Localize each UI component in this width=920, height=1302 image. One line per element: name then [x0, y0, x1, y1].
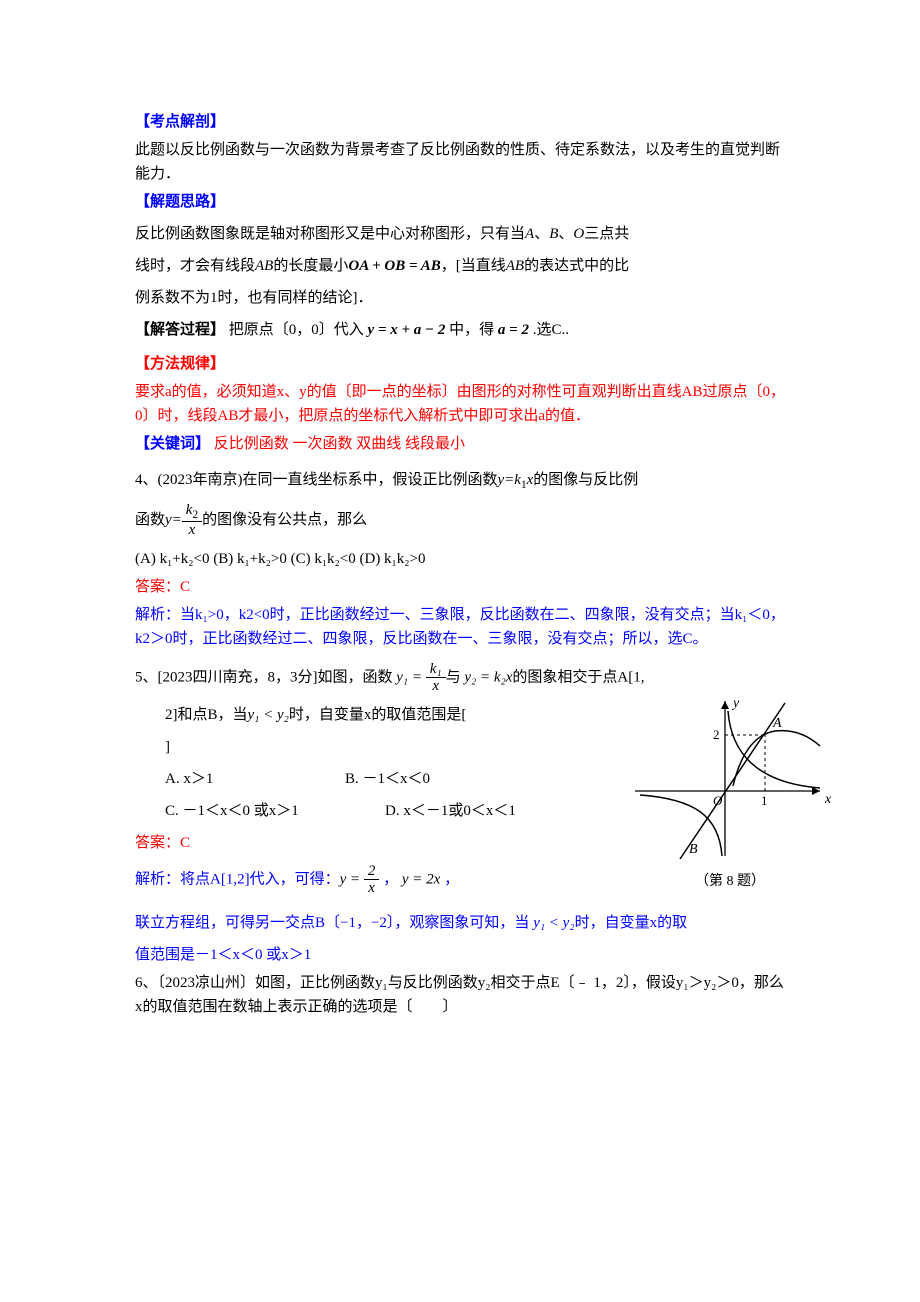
fig-label-2: 2 [713, 727, 720, 742]
q5-f1d: x [426, 678, 446, 695]
q5-fig-caption: （第 8 题） [620, 871, 840, 893]
q5-mid: 与 [446, 669, 465, 685]
sep2: 、 [558, 226, 573, 242]
jieti-l2c: 的长度最小 [273, 258, 348, 274]
jiedap-eq: y = x + a − 2 [368, 322, 446, 338]
jieti-header: 【解题思路】 [135, 194, 225, 210]
q5-optd: D. x＜－1或0＜x＜1 [385, 803, 516, 819]
q4-frac-den: x [182, 522, 202, 539]
fig-label-1: 1 [761, 793, 768, 808]
q5-eqa-den: x [364, 880, 380, 897]
var-b: B [549, 226, 558, 242]
jiedap-a: 把原点〔0，0〕代入 [225, 322, 368, 338]
jieti-l2a: 线时，才会有线段 [135, 258, 255, 274]
jiedap-eq2: a = 2 [498, 322, 529, 338]
q5-block: 5、[2023四川南充，8，3分]如图，函数 y₁ = k₁x与 y₂ = k₂… [135, 661, 790, 897]
q5-l2a: 2]和点B，当 [165, 707, 248, 723]
kaodian-block: 【考点解剖】 [135, 110, 790, 134]
q6-text: 6、〔2023凉山州〕如图，正比例函数y₁与反比例函数y₂相交于点E〔﹣ 1，2… [135, 971, 790, 1019]
fangfa-header: 【方法规律】 [135, 356, 225, 372]
q5-chart-svg: A B x y O 1 2 [625, 691, 835, 861]
q5-jiexi-b3: 值范围是－1＜x＜0 或x＞1 [135, 943, 790, 967]
q5-eqb: y = 2x [402, 871, 440, 887]
q5-eqa: y = [340, 871, 364, 887]
jiedap-header: 【解答过程】 [135, 322, 225, 338]
q5-l2b: 时，自变量x的取值范围是[ [289, 707, 467, 723]
var-o: O [573, 226, 584, 242]
q5-eqa-num: 2 [364, 863, 380, 881]
jiedap-b: 中，得 [445, 322, 498, 338]
fig-label-a: A [772, 716, 782, 731]
q4-yeq: y=k [498, 472, 521, 488]
q5-line1: 5、[2023四川南充，8，3分]如图，函数 y₁ = k₁x与 y₂ = k₂… [135, 661, 790, 695]
jiedap-line: 【解答过程】 把原点〔0，0〕代入 y = x + a − 2 中，得 a = … [135, 318, 790, 342]
var-ab: AB [255, 258, 273, 274]
q5-prefix: 5、[2023四川南充，8，3分]如图，函数 [135, 669, 396, 685]
q5-figure: A B x y O 1 2 （第 8 题） [620, 691, 840, 893]
q4-answer: 答案：C [135, 575, 790, 599]
q4-line1: 4、(2023年南京)在同一直线坐标系中，假设正比例函数y=k1x的图像与反比例 [135, 468, 790, 494]
q4-prefix: 4、(2023年南京)在同一直线坐标系中，假设正比例函数 [135, 472, 498, 488]
fangfa-block: 【方法规律】 [135, 352, 790, 376]
q4-frac-sub: 2 [192, 509, 198, 521]
fig-label-o: O [713, 793, 723, 808]
jieti-line2: 线时，才会有线段AB的长度最小OA + OB = AB，[当直线AB的表达式中的… [135, 254, 790, 278]
q5-suffix: 的图象相交于点A[1, [512, 669, 644, 685]
document-page: 【考点解剖】 此题以反比例函数与一次函数为背景考查了反比例函数的性质、待定系数法… [0, 0, 920, 1083]
q5-f1n: k₁ [426, 661, 446, 679]
q5-cond2: y₁ < y₂ [533, 915, 574, 931]
q5-optc: C. －1＜x＜0 或x＞1 [165, 799, 385, 823]
jieti-l1a: 反比例函数图象既是轴对称图形又是中心对称图形，只有当 [135, 226, 525, 242]
q4-l2b: 的图像没有公共点，那么 [202, 512, 367, 528]
q5-optb: B. －1＜x＜0 [345, 771, 430, 787]
eq-oa-ob: OA + OB = AB [348, 258, 440, 274]
sep1: 、 [534, 226, 549, 242]
q5-jiexi-b1: 联立方程组，可得另一交点B〔−1，−2〕，观察图象可知，当 [135, 915, 533, 931]
guanjian-line: 【关键词】 反比例函数 一次函数 双曲线 线段最小 [135, 432, 790, 456]
q5-y1: y₁ = [396, 669, 426, 685]
q5-y2: y₂ = k₂x [464, 669, 512, 685]
var-ab2: AB [506, 258, 524, 274]
q4-y2: y= [165, 512, 182, 528]
kaodian-header: 【考点解剖】 [135, 114, 225, 130]
q4-jiexi: 解析：当k₁>0，k2<0时，正比函数经过一、三象限，反比函数在二、四象限，没有… [135, 603, 790, 651]
jieti-l2f: 的表达式中的比 [524, 258, 629, 274]
var-a: A [525, 226, 534, 242]
q4-opts: (A) k₁+k₂<0 (B) k₁+k₂>0 (C) k₁k₂<0 (D) k… [135, 551, 425, 567]
q5-cond: y₁ < y₂ [248, 707, 289, 723]
fig-label-x: x [824, 792, 832, 807]
jiedap-c: .选C.. [529, 322, 569, 338]
guanjian-body: 反比例函数 一次函数 双曲线 线段最小 [210, 436, 465, 452]
q5-jiexi-a-text: 解析：将点A[1,2]代入，可得： [135, 871, 340, 887]
jieti-line3: 例系数不为1时，也有同样的结论]． [135, 286, 790, 310]
q4-suffix: 的图像与反比例 [533, 472, 638, 488]
q5-comma2: ， [440, 871, 459, 887]
jieti-l2d: ，[当直线 [441, 258, 506, 274]
q5-jiexi-b2: 时，自变量x的取 [575, 915, 688, 931]
jieti-header-line: 【解题思路】 [135, 190, 790, 214]
q5-jiexi-b: 联立方程组，可得另一交点B〔−1，−2〕，观察图象可知，当 y₁ < y₂时，自… [135, 911, 790, 935]
jieti-l1g: 三点共 [584, 226, 629, 242]
q4-l2a: 函数 [135, 512, 165, 528]
fig-label-b: B [689, 842, 698, 857]
jieti-line1: 反比例函数图象既是轴对称图形又是中心对称图形，只有当A、B、O三点共 [135, 222, 790, 246]
q5-comma: ， [379, 871, 402, 887]
kaodian-body: 此题以反比例函数与一次函数为背景考查了反比例函数的性质、待定系数法，以及考生的直… [135, 138, 790, 186]
fangfa-body: 要求a的值，必须知道x、y的值〔即一点的坐标〕由图形的对称性可直观判断出直线AB… [135, 380, 790, 428]
fig-label-y: y [731, 696, 740, 711]
q5-opta: A. x＞1 [165, 767, 345, 791]
guanjian-header: 【关键词】 [135, 436, 210, 452]
q4-line2: 函数y=k2x的图像没有公共点，那么 [135, 502, 790, 539]
q4-options: (A) k₁+k₂<0 (B) k₁+k₂>0 (C) k₁k₂<0 (D) k… [135, 547, 790, 571]
